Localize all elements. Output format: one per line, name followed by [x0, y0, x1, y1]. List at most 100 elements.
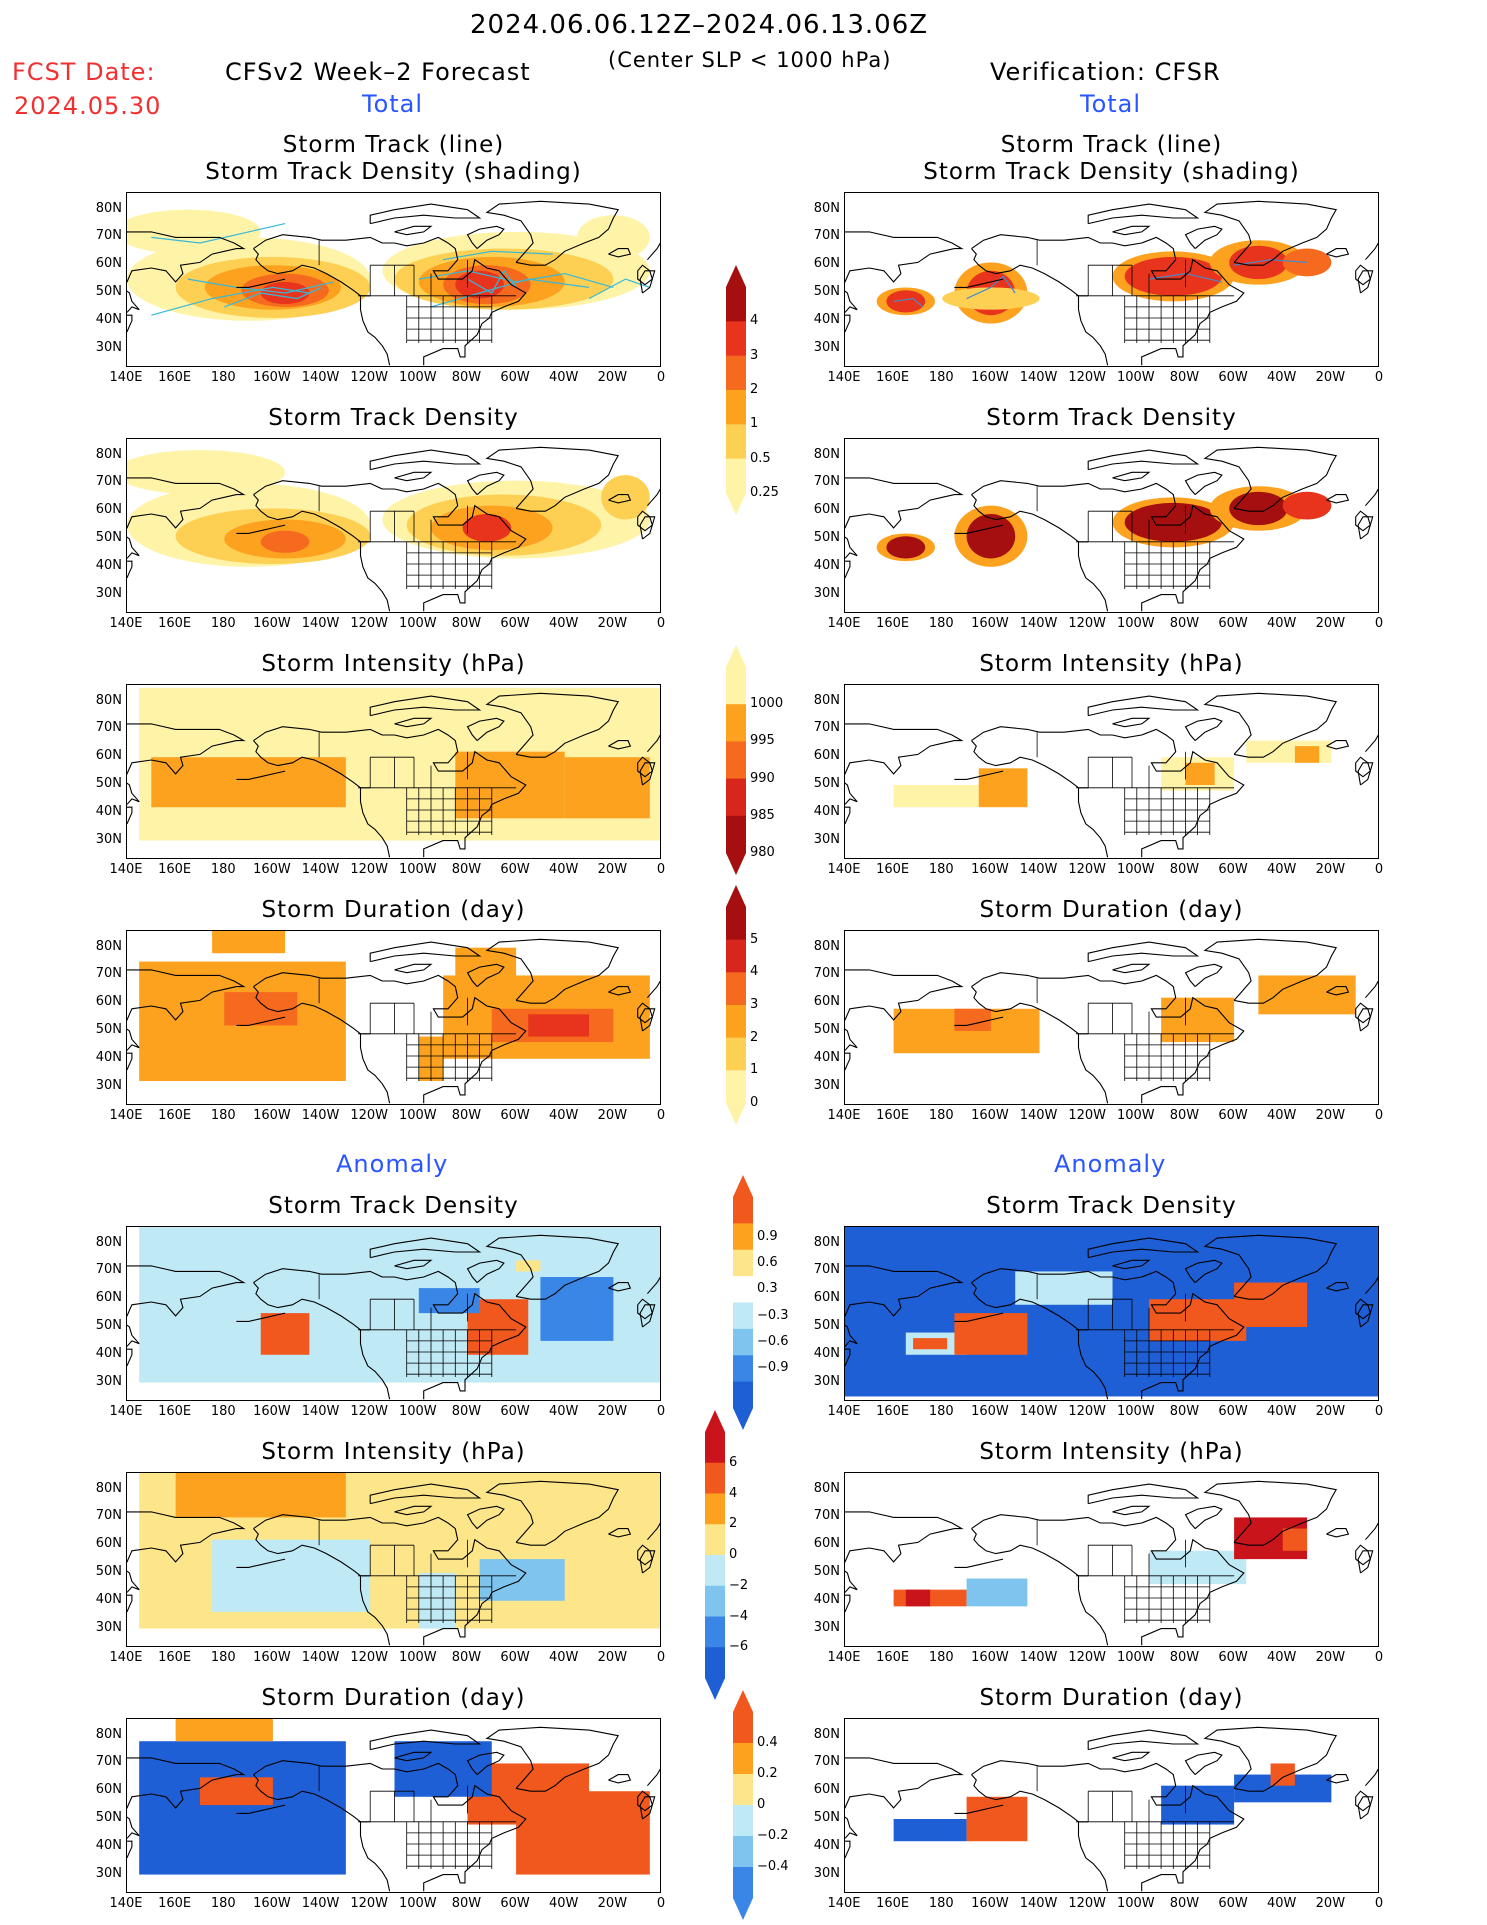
colorbar-tick-label: −0.6 — [757, 1334, 789, 1350]
lon-tick-label: 0 — [656, 616, 666, 631]
lon-tick-label: 80W — [451, 616, 482, 631]
lon-tick-label: 160E — [876, 1404, 910, 1419]
coastlines — [127, 446, 660, 612]
panel-title: Storm Duration (day) — [979, 897, 1244, 923]
lon-tick-label: 160W — [971, 370, 1009, 385]
lat-tick-label: 80N — [813, 692, 840, 708]
lon-tick-label: 180 — [928, 370, 954, 385]
lat-tick-label: 40N — [813, 557, 840, 573]
lat-tick-label: 50N — [813, 1564, 840, 1579]
lon-tick-label: 100W — [1116, 1896, 1155, 1911]
colorbar-tick-label: 6 — [729, 1454, 738, 1470]
panel-title: Storm Intensity (hPa) — [261, 1439, 526, 1465]
lon-tick-label: 40W — [1267, 1108, 1297, 1123]
lon-tick-label: 20W — [597, 862, 628, 877]
lon-tick-label: 140W — [301, 1896, 340, 1911]
colorbar-tick-label: 0.4 — [757, 1735, 778, 1750]
lon-tick-label: 180 — [210, 1404, 236, 1419]
lon-tick-label: 40W — [549, 370, 579, 385]
lon-tick-label: 180 — [928, 1404, 954, 1419]
lon-tick-label: 20W — [597, 1404, 628, 1419]
colorbar-tick-label: 4 — [729, 1485, 738, 1501]
lon-tick-label: 160E — [158, 370, 192, 385]
panel-title-line1: Storm Track (line) — [1000, 132, 1223, 158]
lon-tick-label: 180 — [210, 1896, 236, 1911]
coastlines — [845, 1726, 1378, 1892]
lon-tick-label: 20W — [1315, 370, 1346, 385]
map-panel-forecast-a_duration — [126, 1718, 661, 1893]
panel-title: Storm Intensity (hPa) — [979, 651, 1244, 677]
lon-tick-label: 120W — [1068, 1404, 1106, 1419]
lon-tick-label: 180 — [210, 862, 236, 877]
lon-tick-label: 80W — [1169, 370, 1200, 385]
lat-tick-label: 30N — [813, 1619, 840, 1635]
lon-tick-label: 140E — [109, 1650, 143, 1665]
lat-tick-label: 60N — [813, 994, 840, 1010]
lon-tick-label: 180 — [928, 616, 954, 631]
political-borders — [318, 1274, 517, 1377]
lon-tick-label: 160E — [876, 1108, 910, 1123]
lon-tick-label: 20W — [1315, 616, 1346, 631]
lon-tick-label: 0 — [656, 1108, 666, 1123]
lat-tick-label: 70N — [95, 720, 122, 736]
lon-tick-label: 120W — [1068, 1650, 1106, 1665]
panel-title: Storm Track Density — [268, 1193, 519, 1219]
lat-tick-label: 80N — [95, 1234, 122, 1250]
gridded-field — [139, 1473, 660, 1629]
lon-tick-label: 140W — [1019, 616, 1058, 631]
panel-title-line2: Storm Track Density (shading) — [205, 159, 582, 185]
map-panel-verification-duration — [844, 930, 1379, 1105]
lon-tick-label: 100W — [1116, 1650, 1155, 1665]
gridded-field — [893, 740, 1332, 808]
map-panel-forecast-duration — [126, 930, 661, 1105]
gridded-field — [139, 1227, 660, 1383]
lon-tick-label: 100W — [1116, 616, 1155, 631]
lon-tick-label: 160E — [876, 1896, 910, 1911]
colorbar-tick-label: 990 — [750, 770, 775, 786]
gridded-field — [845, 1227, 1378, 1397]
lon-tick-label: 40W — [549, 1404, 579, 1419]
storm-track-lines — [151, 223, 650, 316]
colorbar-tick-label: −0.9 — [757, 1360, 789, 1376]
lon-tick-label: 60W — [500, 862, 530, 877]
lon-tick-label: 60W — [1218, 616, 1248, 631]
gridded-field — [893, 1517, 1308, 1607]
lon-tick-label: 160W — [253, 1896, 291, 1911]
colorbar-tick-label: 980 — [750, 845, 775, 860]
lon-tick-label: 140E — [827, 616, 861, 631]
lon-tick-label: 120W — [350, 1108, 388, 1123]
lat-tick-label: 40N — [813, 1591, 840, 1607]
lon-tick-label: 160W — [253, 1650, 291, 1665]
colorbar-tick-label: 0.6 — [757, 1254, 778, 1270]
political-borders — [318, 240, 517, 343]
lon-tick-label: 20W — [597, 1896, 628, 1911]
lon-tick-label: 140E — [827, 1404, 861, 1419]
lon-tick-label: 140W — [1019, 1108, 1058, 1123]
lon-tick-label: 160E — [876, 1650, 910, 1665]
lat-tick-label: 60N — [95, 1290, 122, 1306]
panel-title-line2: Storm Track Density (shading) — [923, 159, 1300, 185]
gridded-field — [139, 1719, 650, 1875]
lat-tick-label: 40N — [813, 311, 840, 327]
lat-tick-label: 40N — [95, 1345, 122, 1361]
lon-tick-label: 40W — [1267, 1650, 1297, 1665]
lat-tick-label: 30N — [813, 1865, 840, 1881]
lat-tick-label: 30N — [813, 339, 840, 355]
colorbar-density — [726, 265, 746, 515]
lat-tick-label: 70N — [95, 474, 122, 490]
lon-tick-label: 120W — [1068, 1108, 1106, 1123]
lon-tick-label: 0 — [1374, 1650, 1384, 1665]
lat-tick-label: 80N — [95, 200, 122, 216]
lon-tick-label: 60W — [1218, 1650, 1248, 1665]
lat-tick-label: 40N — [813, 1837, 840, 1853]
lon-tick-label: 80W — [1169, 616, 1200, 631]
lon-tick-label: 120W — [350, 1896, 388, 1911]
lon-tick-label: 120W — [350, 616, 388, 631]
lon-tick-label: 60W — [500, 616, 530, 631]
lon-tick-label: 140E — [827, 1896, 861, 1911]
lat-tick-label: 80N — [813, 1234, 840, 1250]
colorbar-a_duration — [733, 1690, 753, 1920]
lat-tick-label: 40N — [95, 311, 122, 327]
lon-tick-label: 160W — [253, 370, 291, 385]
lon-tick-label: 160E — [158, 1896, 192, 1911]
